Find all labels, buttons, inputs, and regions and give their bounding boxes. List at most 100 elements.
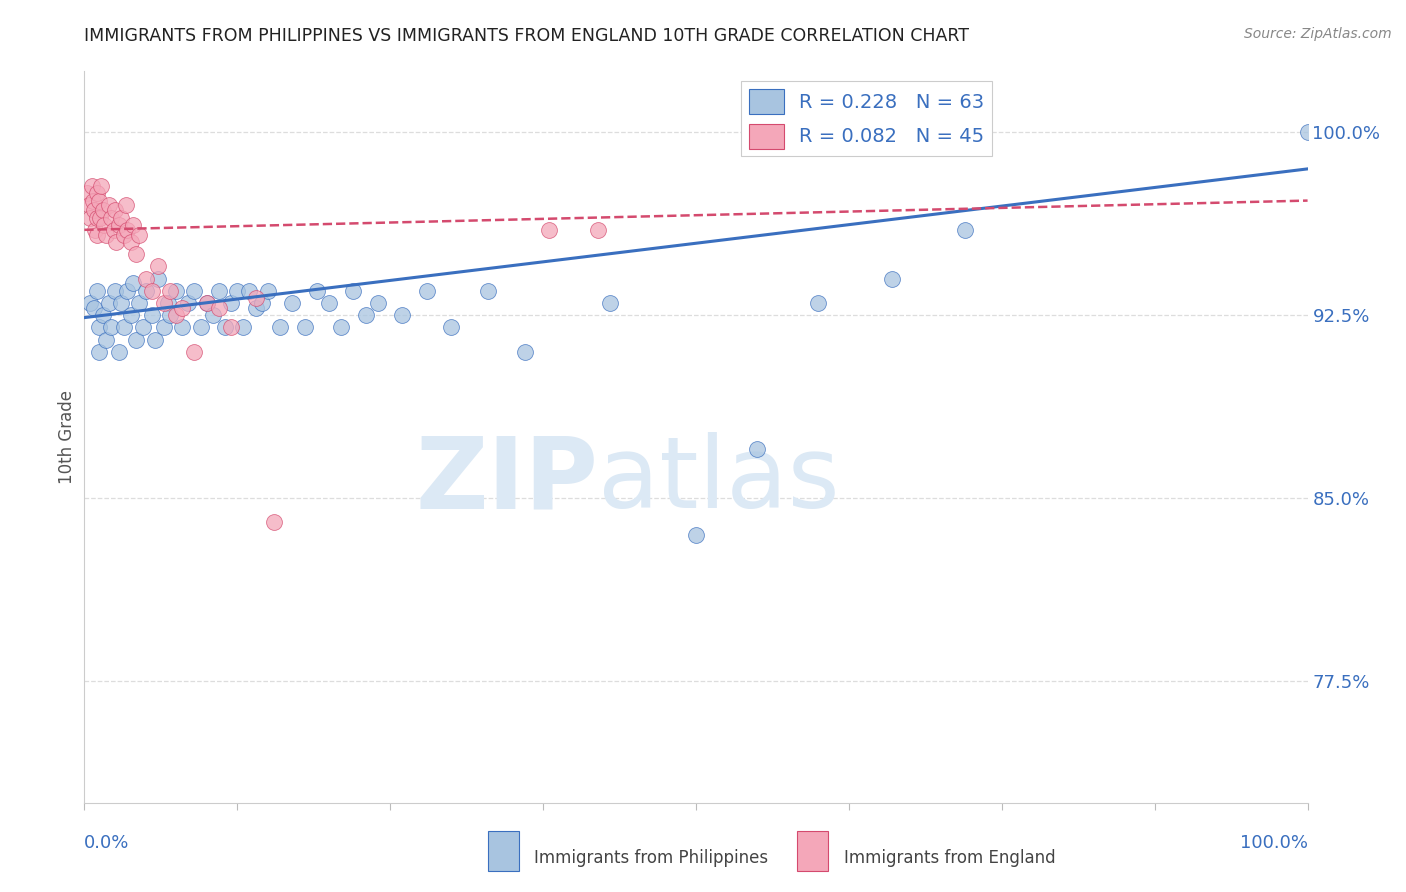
Text: atlas: atlas	[598, 433, 839, 530]
Point	[80, 178, 103, 193]
Point	[159, 284, 181, 298]
Point	[146, 260, 169, 274]
Point	[115, 223, 138, 237]
Point	[91, 203, 114, 218]
Point	[238, 284, 260, 298]
Point	[86, 284, 108, 298]
Point	[330, 320, 353, 334]
Point	[89, 211, 111, 225]
Point	[294, 320, 316, 334]
Point	[107, 344, 129, 359]
Point	[100, 211, 122, 225]
Text: IMMIGRANTS FROM PHILIPPINES VS IMMIGRANTS FROM ENGLAND 10TH GRADE CORRELATION CH: IMMIGRANTS FROM PHILIPPINES VS IMMIGRANT…	[84, 27, 969, 45]
Point	[115, 198, 138, 212]
Point	[110, 211, 132, 225]
Point	[122, 218, 145, 232]
Point	[110, 296, 132, 310]
Point	[86, 186, 108, 201]
Point	[391, 308, 413, 322]
Text: Immigrants from Philippines: Immigrants from Philippines	[534, 849, 769, 867]
Point	[880, 271, 903, 285]
Point	[226, 284, 249, 298]
Point	[250, 296, 273, 310]
Point	[172, 320, 194, 334]
Point	[747, 442, 769, 457]
Point	[263, 516, 285, 530]
Point	[153, 296, 176, 310]
Point	[90, 178, 112, 193]
Text: ZIP: ZIP	[415, 433, 598, 530]
Point	[165, 308, 187, 322]
Point	[128, 227, 150, 242]
Y-axis label: 10th Grade: 10th Grade	[58, 390, 76, 484]
Point	[112, 320, 135, 334]
Point	[112, 227, 135, 242]
Point	[953, 223, 976, 237]
Legend: R = 0.228   N = 63, R = 0.082   N = 45: R = 0.228 N = 63, R = 0.082 N = 45	[741, 81, 993, 156]
Point	[141, 284, 163, 298]
Point	[84, 223, 107, 237]
Point	[104, 284, 127, 298]
Text: 100.0%: 100.0%	[1240, 834, 1308, 852]
Point	[214, 320, 236, 334]
Point	[146, 271, 169, 285]
Point	[93, 218, 115, 232]
Point	[195, 296, 218, 310]
Point	[86, 211, 108, 225]
Point	[91, 308, 114, 322]
Point	[97, 296, 120, 310]
Point	[105, 235, 128, 249]
Point	[219, 296, 242, 310]
Point	[132, 320, 155, 334]
Point	[342, 284, 364, 298]
Point	[100, 320, 122, 334]
FancyBboxPatch shape	[797, 831, 828, 871]
Point	[208, 284, 231, 298]
Point	[83, 203, 105, 218]
Text: Source: ZipAtlas.com: Source: ZipAtlas.com	[1244, 27, 1392, 41]
Point	[96, 227, 118, 242]
Point	[354, 308, 377, 322]
Point	[135, 284, 157, 298]
Point	[538, 223, 561, 237]
Point	[83, 301, 105, 315]
Point	[96, 333, 118, 347]
Point	[685, 527, 707, 541]
Point	[143, 333, 166, 347]
Point	[87, 194, 110, 208]
Point	[141, 308, 163, 322]
Point	[107, 218, 129, 232]
Point	[183, 344, 205, 359]
Point	[245, 291, 267, 305]
FancyBboxPatch shape	[488, 831, 519, 871]
Point	[87, 344, 110, 359]
Point	[232, 320, 254, 334]
Point	[82, 194, 104, 208]
Point	[172, 301, 194, 315]
Point	[599, 296, 621, 310]
Point	[122, 277, 145, 291]
Point	[1296, 125, 1319, 139]
Point	[477, 284, 499, 298]
Text: Immigrants from England: Immigrants from England	[844, 849, 1056, 867]
Text: 0.0%: 0.0%	[84, 834, 129, 852]
Point	[115, 284, 138, 298]
Point	[190, 320, 212, 334]
Point	[120, 308, 142, 322]
Point	[305, 284, 328, 298]
Point	[103, 223, 125, 237]
Point	[97, 198, 120, 212]
Point	[440, 320, 463, 334]
Point	[79, 296, 101, 310]
Point	[104, 203, 127, 218]
Point	[807, 296, 830, 310]
Point	[416, 284, 439, 298]
Point	[76, 186, 98, 201]
Point	[153, 320, 176, 334]
Point	[87, 320, 110, 334]
Point	[77, 198, 100, 212]
Point	[159, 308, 181, 322]
Point	[281, 296, 304, 310]
Point	[128, 296, 150, 310]
Point	[135, 271, 157, 285]
